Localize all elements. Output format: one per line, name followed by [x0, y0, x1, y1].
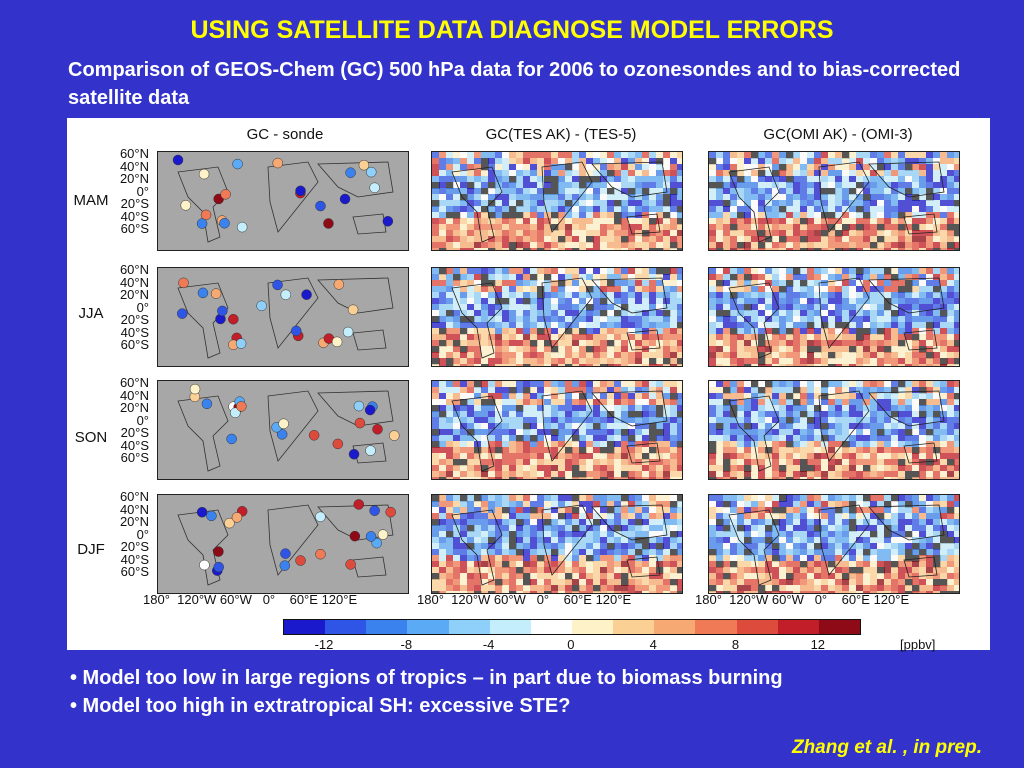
colorbar-swatch	[325, 620, 367, 634]
map-panel-tes-djf	[431, 494, 683, 594]
lat-tick-label: 20°N	[119, 514, 149, 529]
colorbar-swatch	[530, 620, 572, 634]
column-title-gc-tes: GC(TES AK) - (TES-5)	[485, 126, 637, 143]
map-panel-omi-djf	[708, 494, 960, 594]
lat-tick-label: 60°S	[120, 564, 149, 579]
lat-tick-label: 20°S	[120, 425, 149, 440]
lat-tick-label: 20°N	[119, 400, 149, 415]
lat-tick-label: 20°S	[120, 312, 149, 327]
map-panel-sonde-mam	[157, 151, 409, 251]
colorbar-tick-label: -8	[400, 637, 413, 652]
map-panel-sonde-djf	[157, 494, 409, 594]
row-label-son: SON	[74, 429, 108, 446]
colorbar-swatch	[695, 620, 737, 634]
row-label-jja: JJA	[78, 305, 104, 322]
lat-tick-label: 60°N	[119, 262, 149, 277]
colorbar-swatch	[284, 620, 326, 634]
slide-subtitle: Comparison of GEOS-Chem (GC) 500 hPa dat…	[68, 59, 961, 109]
map-panel-tes-mam	[431, 151, 683, 251]
map-panel-omi-jja	[708, 267, 960, 367]
colorbar-swatch	[654, 620, 696, 634]
lat-tick-label: 40°N	[119, 387, 149, 403]
lat-tick-label: 20°N	[119, 287, 149, 302]
lat-tick-label: 60°N	[119, 146, 149, 161]
colorbar-swatch	[818, 620, 860, 634]
bullet-item: • Model too high in extratropical SH: ex…	[70, 695, 571, 717]
map-panel-sonde-jja	[157, 267, 409, 367]
lat-tick-label: 20°S	[120, 539, 149, 554]
colorbar-swatch	[407, 620, 449, 634]
map-panel-sonde-son	[157, 380, 409, 480]
lat-tick-label: 40°S	[120, 551, 149, 567]
lat-tick-label: 20°S	[120, 196, 149, 211]
lat-tick-label: 0°	[136, 183, 149, 199]
lat-ticks: 60°N 40°N 20°N 0° 20°S 40°S 60°S	[109, 262, 149, 352]
lon-ticks-gc-omi: 180° 120°W 60°W 0° 60°E 120°E	[695, 592, 910, 607]
lat-tick-label: 40°N	[119, 158, 149, 174]
lat-tick-label: 0°	[136, 299, 149, 315]
lat-tick-label: 20°N	[119, 171, 149, 186]
citation: Zhang et al. , in prep.	[791, 737, 982, 758]
lat-tick-label: 60°N	[119, 489, 149, 504]
colorbar-tick-label: 0	[567, 637, 575, 652]
lon-ticks-gc-tes: 180° 120°W 60°W 0° 60°E 120°E	[417, 592, 632, 607]
lat-tick-label: 60°S	[120, 221, 149, 236]
colorbar-tick-label: 12	[810, 637, 826, 652]
lat-tick-label: 0°	[136, 526, 149, 542]
row-label-mam: MAM	[73, 192, 109, 209]
colorbar-unit: [ppbv]	[900, 637, 936, 652]
lat-ticks: 60°N 40°N 20°N 0° 20°S 40°S 60°S	[109, 489, 149, 579]
column-title-gc-omi: GC(OMI AK) - (OMI-3)	[763, 126, 913, 143]
lat-tick-label: 40°S	[120, 324, 149, 340]
colorbar-tick-label: -4	[482, 637, 495, 652]
map-panel-tes-jja	[431, 267, 683, 367]
colorbar-swatch	[489, 620, 531, 634]
colorbar-swatch	[777, 620, 819, 634]
colorbar-swatch	[613, 620, 655, 634]
lat-tick-label: 60°N	[119, 375, 149, 390]
lat-ticks: 60°N 40°N 20°N 0° 20°S 40°S 60°S	[109, 375, 149, 465]
lat-ticks: 60°N 40°N 20°N 0° 20°S 40°S 60°S	[109, 146, 149, 236]
bullet-item: • Model too low in large regions of trop…	[70, 667, 783, 689]
colorbar	[283, 619, 861, 635]
colorbar-swatch	[736, 620, 778, 634]
lon-ticks-gc-sonde: 180° 120°W 60°W 0° 60°E 120°E	[143, 592, 358, 607]
lat-tick-label: 60°S	[120, 337, 149, 352]
colorbar-tick-label: 8	[731, 637, 740, 652]
slide-title: USING SATELLITE DATA DIAGNOSE MODEL ERRO…	[190, 16, 834, 44]
colorbar-tick-label: 4	[649, 637, 657, 652]
comparison-figure: GC - sonde GC(TES AK) - (TES-5) GC(OMI A…	[67, 118, 990, 652]
lat-tick-label: 40°N	[119, 501, 149, 517]
map-panel-omi-mam	[708, 151, 960, 251]
lat-tick-label: 60°S	[120, 450, 149, 465]
column-title-gc-sonde: GC - sonde	[246, 126, 324, 143]
colorbar-swatch	[448, 620, 490, 634]
lat-tick-label: 40°S	[120, 208, 149, 224]
lat-tick-label: 40°N	[119, 274, 149, 290]
row-label-djf: DJF	[77, 541, 105, 558]
bullet-list: • Model too low in large regions of trop…	[70, 664, 783, 720]
colorbar-swatch	[571, 620, 614, 634]
lat-tick-label: 0°	[136, 412, 149, 428]
lat-tick-label: 40°S	[120, 437, 149, 453]
colorbar-tick-label: -12	[314, 637, 334, 652]
map-panel-omi-son	[708, 380, 960, 480]
colorbar-swatch	[366, 620, 408, 634]
map-panel-tes-son	[431, 380, 683, 480]
